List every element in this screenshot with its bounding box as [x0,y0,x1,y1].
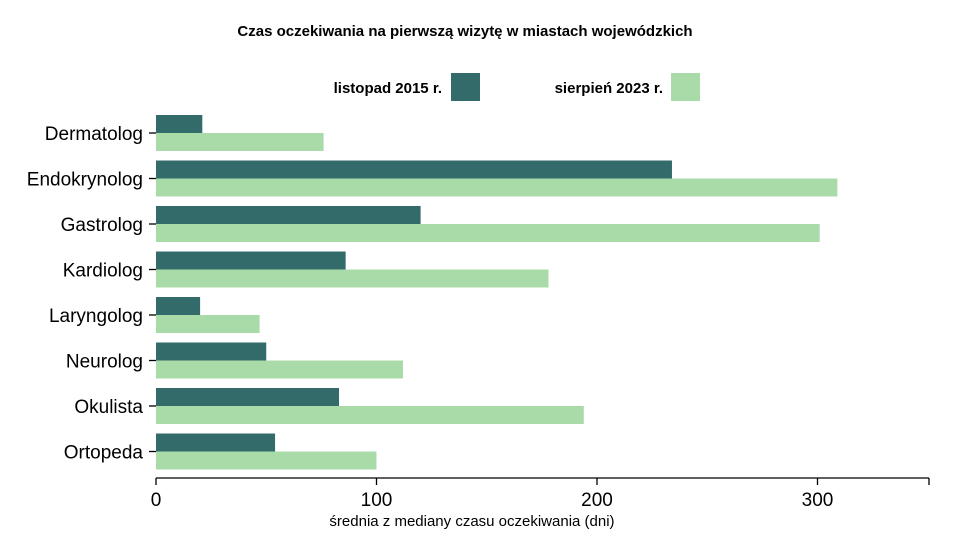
bar-neurolog-sierpien-2023 [156,360,403,379]
category-label-endokrynolog: Endokrynolog [27,170,143,191]
legend: listopad 2015 r. sierpień 2023 r. [334,73,700,101]
category-label-dermatolog: Dermatolog [45,124,143,145]
bar-okulista-sierpien-2023 [156,406,584,424]
bar-neurolog-listopad-2015 [156,342,267,361]
bar-kardiolog-sierpien-2023 [156,269,549,288]
category-labels: Dermatolog Endokrynolog Gastrolog Kardiolog… [27,124,156,464]
category-label-okulista: Okulista [74,397,143,418]
x-tick-label-300: 300 [802,490,834,511]
bar-endokrynolog-listopad-2015 [156,160,672,179]
category-label-neurolog: Neurolog [66,352,143,373]
x-tick-label-0: 0 [151,490,162,511]
legend-swatch-listopad-2015 [451,73,480,101]
x-tick-label-200: 200 [581,490,613,511]
category-label-ortopeda: Ortopeda [64,443,144,464]
bar-okulista-listopad-2015 [156,388,340,406]
bar-dermatolog-listopad-2015 [156,115,203,133]
legend-swatch-sierpien-2023 [671,73,700,101]
x-axis: 0 100 200 300 [151,477,930,511]
bar-laryngolog-sierpien-2023 [156,315,260,333]
legend-label-sierpien-2023: sierpień 2023 r. [555,80,663,97]
bars-group [156,115,838,470]
chart-title: Czas oczekiwania na pierwszą wizytę w mi… [237,23,692,40]
x-tick-label-100: 100 [361,490,393,511]
bar-endokrynolog-sierpien-2023 [156,178,838,197]
category-label-gastrolog: Gastrolog [61,215,143,236]
bar-dermatolog-sierpien-2023 [156,133,324,151]
bar-gastrolog-listopad-2015 [156,206,421,224]
bar-ortopeda-sierpien-2023 [156,451,377,470]
bar-ortopeda-listopad-2015 [156,433,276,452]
legend-label-listopad-2015: listopad 2015 r. [334,80,442,97]
x-axis-title: średnia z mediany czasu oczekiwania (dni… [329,513,614,530]
category-label-kardiolog: Kardiolog [63,261,143,282]
bar-laryngolog-listopad-2015 [156,297,201,315]
category-label-laryngolog: Laryngolog [49,306,143,327]
bar-kardiolog-listopad-2015 [156,251,346,270]
bar-gastrolog-sierpien-2023 [156,224,820,242]
